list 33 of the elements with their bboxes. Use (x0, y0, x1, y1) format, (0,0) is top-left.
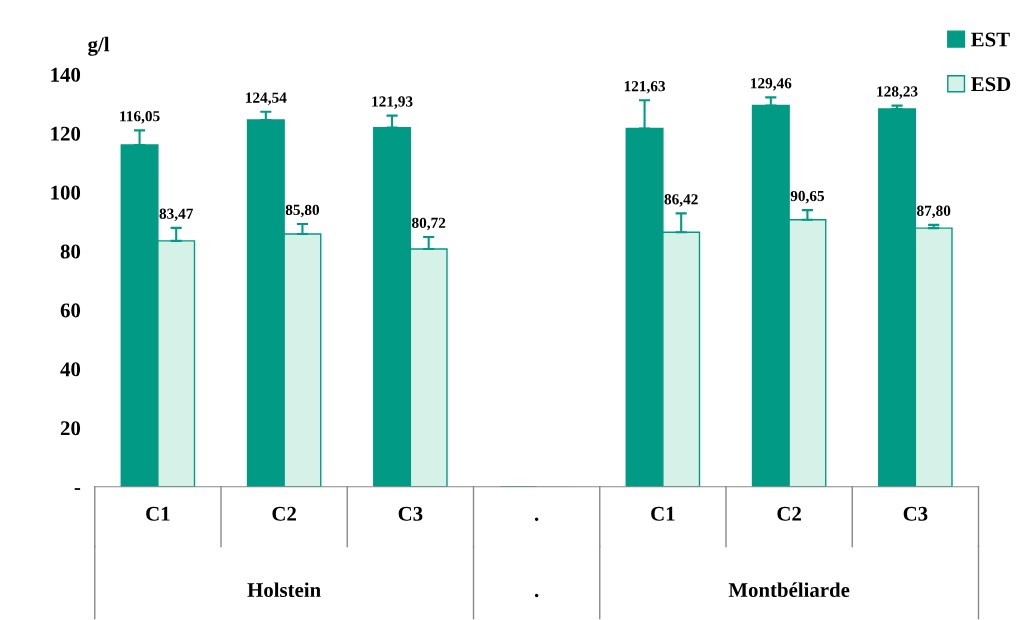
data-label: 80,72 (412, 217, 446, 231)
y-tick-label: 40 (60, 362, 81, 377)
legend-label: EST (971, 32, 1010, 47)
x-tick-label: C3 (398, 506, 423, 521)
x-tick-label: C2 (272, 506, 296, 521)
text: . (534, 593, 539, 598)
legend-label: ESD (971, 77, 1011, 92)
data-label: 85,80 (285, 204, 320, 218)
y-tick-label: - (74, 488, 81, 490)
x-tick-label: C1 (651, 506, 675, 521)
data-label: 121,93 (372, 96, 413, 109)
x-tick-label: C3 (903, 506, 928, 521)
data-label: 121,63 (624, 81, 666, 94)
x-tick-label: C1 (146, 506, 170, 521)
data-label: 124,54 (246, 92, 287, 106)
y-axis-title: g/l (88, 36, 110, 56)
text: Montbéliarde (728, 582, 850, 598)
data-label: 128,23 (877, 86, 918, 99)
data-label: 116,05 (120, 111, 160, 124)
y-tick-label: 140 (51, 67, 81, 82)
data-label: 129,46 (751, 78, 792, 91)
y-tick-label: 20 (60, 421, 81, 436)
y-tick-label: 120 (51, 126, 81, 141)
y-tick-label: 80 (60, 244, 81, 259)
data-label: 87,80 (917, 205, 951, 219)
x-tick-label: C2 (777, 506, 801, 521)
data-label: 90,65 (790, 190, 825, 204)
y-tick-label: 60 (60, 303, 81, 318)
x-tick-label: . (534, 517, 539, 521)
data-label: 83,47 (159, 208, 194, 222)
y-tick-label: 100 (51, 185, 81, 200)
data-label: 86,42 (664, 194, 698, 207)
text: Holstein (247, 582, 321, 598)
